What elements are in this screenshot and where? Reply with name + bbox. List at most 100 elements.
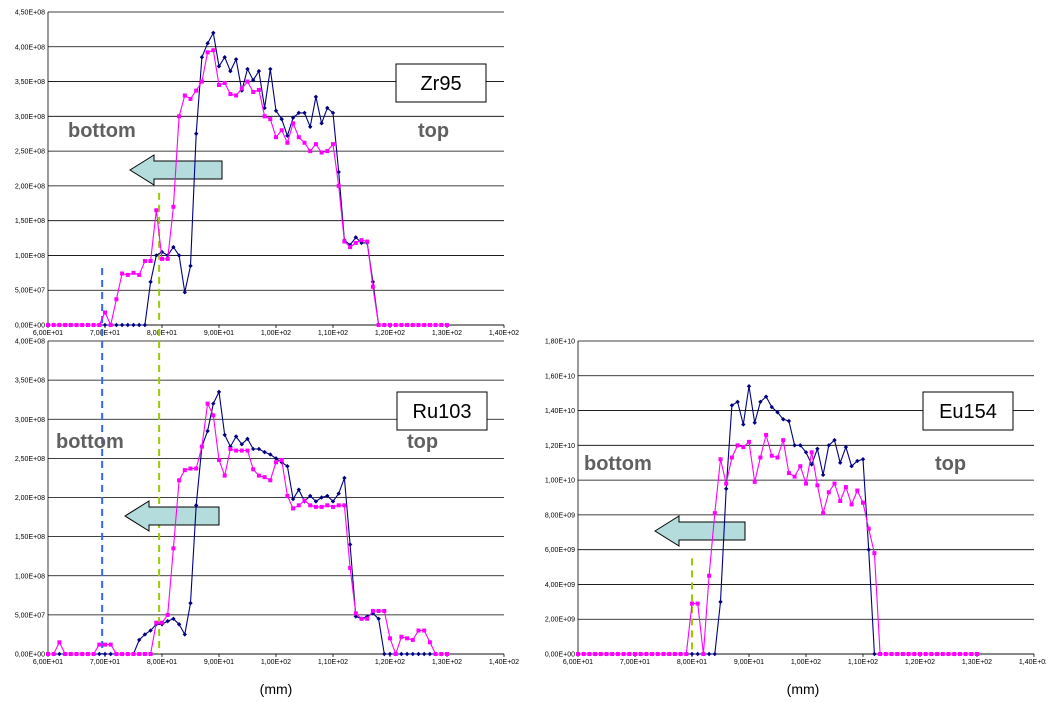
x-tick-label: 1,30E+02 <box>432 659 462 666</box>
data-point-magenta <box>51 323 56 327</box>
data-point-blue <box>131 322 136 328</box>
data-point-magenta <box>587 652 592 656</box>
data-point-magenta <box>365 239 370 244</box>
data-point-magenta <box>194 88 199 93</box>
data-point-magenta <box>336 183 341 188</box>
data-point-magenta <box>68 323 73 327</box>
x-tick-label: 1,30E+02 <box>962 659 992 666</box>
eu154-y-ticks: 0,00E+00 2,00E+09 4,00E+09 6,00E+09 8,00E+09… <box>545 339 575 659</box>
x-tick-label: 1,10E+02 <box>318 659 348 666</box>
data-point-blue <box>296 487 301 492</box>
x-tick-label: 8,00E+01 <box>147 659 177 666</box>
eu154-bottom-label: bottom <box>584 453 652 475</box>
ru103-isotope-box <box>396 391 488 431</box>
data-point-magenta <box>439 323 444 327</box>
data-point-magenta <box>769 453 774 458</box>
data-point-blue <box>119 322 125 328</box>
data-point-magenta <box>427 640 432 645</box>
y-tick-label: 3,00E+08 <box>15 114 45 121</box>
data-point-blue <box>233 434 239 439</box>
data-point-blue <box>262 449 267 455</box>
data-point-magenta <box>422 323 427 327</box>
data-point-blue <box>342 475 347 481</box>
data-point-magenta <box>610 652 615 656</box>
data-point-magenta <box>262 475 267 480</box>
y-tick-label: 2,00E+09 <box>545 617 575 624</box>
data-point-magenta <box>615 652 620 656</box>
data-point-magenta <box>872 551 877 556</box>
data-point-magenta <box>353 240 358 245</box>
x-tick-label: 1,00E+02 <box>261 330 291 337</box>
data-point-blue <box>319 121 324 126</box>
x-tick-label: 8,00E+01 <box>677 659 707 666</box>
data-point-magenta <box>199 444 204 449</box>
data-point-blue <box>233 57 239 62</box>
data-point-blue <box>125 322 130 328</box>
eu154-direction-arrow <box>654 515 746 547</box>
data-point-magenta <box>103 642 107 647</box>
data-point-magenta <box>792 474 797 479</box>
x-tick-label: 1,00E+02 <box>791 659 821 666</box>
data-point-magenta <box>251 467 256 472</box>
data-point-magenta <box>826 490 831 495</box>
data-point-magenta <box>63 652 68 656</box>
data-point-magenta <box>433 323 438 327</box>
data-point-magenta <box>279 128 284 133</box>
data-point-blue <box>826 443 831 448</box>
data-point-magenta <box>399 323 404 327</box>
data-point-blue <box>228 68 233 74</box>
data-point-magenta <box>336 503 341 508</box>
data-point-blue <box>353 614 358 619</box>
data-point-magenta <box>108 642 113 647</box>
data-point-blue <box>399 651 404 657</box>
data-point-magenta <box>125 272 130 277</box>
data-point-magenta <box>861 500 865 505</box>
data-point-magenta <box>171 546 176 551</box>
data-point-blue <box>365 614 370 619</box>
data-point-blue <box>792 443 797 448</box>
data-point-blue <box>211 30 216 36</box>
data-point-magenta <box>302 498 307 503</box>
zr95-dashed-markers <box>101 192 161 325</box>
y-tick-label: 1,50E+08 <box>15 218 45 225</box>
eu154-isotope-label: Eu154 <box>939 401 997 423</box>
data-point-magenta <box>775 455 780 460</box>
data-point-magenta <box>46 652 50 656</box>
data-point-magenta <box>160 256 164 261</box>
data-point-magenta <box>900 652 905 656</box>
eu154-isotope-box <box>922 391 1014 431</box>
data-point-magenta <box>188 96 193 101</box>
data-point-blue <box>855 458 860 464</box>
data-point-blue <box>860 457 866 462</box>
data-point-blue <box>809 462 814 467</box>
data-point-blue <box>382 651 387 657</box>
data-point-magenta <box>445 323 449 327</box>
data-point-magenta <box>222 80 227 85</box>
x-tick-label: 1,10E+02 <box>318 330 348 337</box>
data-point-magenta <box>786 471 791 476</box>
data-point-magenta <box>114 297 119 302</box>
data-point-blue <box>251 77 256 83</box>
data-point-magenta <box>199 79 204 84</box>
data-point-magenta <box>912 652 917 656</box>
x-tick-label: 7,00E+01 <box>620 659 650 666</box>
y-tick-label: 1,80E+10 <box>545 339 575 346</box>
data-point-blue <box>199 55 205 60</box>
zr95-series <box>45 30 450 328</box>
data-point-magenta <box>85 323 90 327</box>
data-point-magenta <box>331 504 335 509</box>
data-point-magenta <box>142 259 147 264</box>
series-line-blue <box>48 31 447 326</box>
data-point-magenta <box>650 652 655 656</box>
x-tick-label: 6,00E+01 <box>33 330 63 337</box>
data-point-magenta <box>439 652 444 656</box>
data-point-magenta <box>313 142 318 147</box>
x-tick-label: 1,20E+02 <box>905 659 935 666</box>
data-point-blue <box>695 651 700 657</box>
data-point-magenta <box>131 652 136 656</box>
data-point-magenta <box>684 652 689 656</box>
data-point-magenta <box>57 640 62 645</box>
data-point-magenta <box>667 652 672 656</box>
data-point-magenta <box>268 478 273 483</box>
